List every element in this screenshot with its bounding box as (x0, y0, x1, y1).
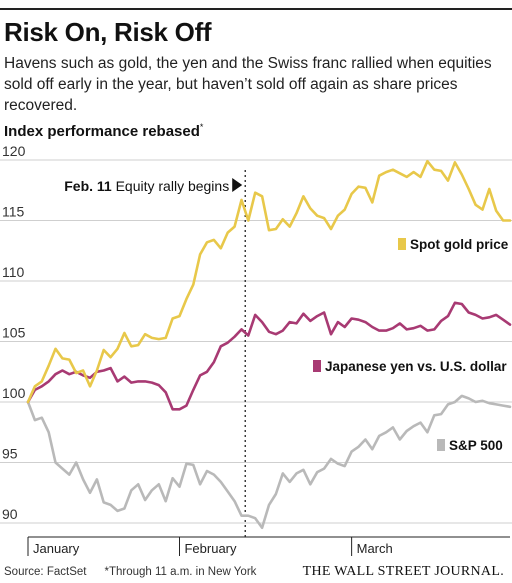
annotation-text: Equity rally begins (116, 178, 230, 194)
annotation-label: Feb. 11 Equity rally begins (64, 178, 229, 194)
footnote-text: *Through 11 a.m. in New York (104, 566, 257, 578)
annotation-arrow (232, 178, 243, 192)
legend-bg (434, 436, 510, 456)
y-tick-labels: 90 95 100 105 110 115 120 (2, 143, 26, 522)
chart-label: Index performance rebased* (4, 122, 203, 140)
source-text: Source: FactSet (4, 566, 87, 578)
footer-source: Source: FactSet *Through 11 a.m. in New Y… (4, 566, 256, 578)
legend-label: Japanese yen vs. U.S. dollar (325, 359, 507, 374)
chart-label-text: Index performance rebased (4, 123, 200, 140)
legend-bg (310, 357, 510, 377)
annotation: Feb. 11 Equity rally begins (64, 170, 246, 537)
top-rule (0, 8, 512, 10)
legend-swatch (437, 439, 445, 451)
annotation-date: Feb. 11 (64, 178, 115, 194)
y-gridlines (0, 159, 512, 524)
series-line-japanese-yen-vs-u-s-dollar (26, 301, 512, 411)
y-tick-label: 95 (2, 446, 18, 462)
legend-swatch (313, 360, 321, 372)
y-tick-label: 115 (2, 204, 25, 220)
month-label: February (184, 541, 237, 556)
legend-label: Spot gold price (410, 237, 509, 252)
y-tick-label: 120 (2, 143, 26, 159)
publisher-brand: THE WALL STREET JOURNAL. (302, 564, 504, 579)
page-subtitle: Havens such as gold, the yen and the Swi… (4, 55, 492, 114)
series-line-spot-gold-price (26, 159, 512, 404)
y-tick-label: 100 (2, 385, 26, 401)
y-tick-label: 110 (2, 264, 25, 280)
y-tick-label: 90 (2, 506, 18, 522)
legend-label: S&P 500 (449, 438, 503, 453)
month-label: March (357, 541, 393, 556)
legend-item: Spot gold price (395, 235, 510, 255)
series-lines (26, 159, 512, 530)
legend-swatch (398, 238, 406, 250)
chart-label-footnote-mark: * (199, 122, 204, 132)
y-tick-label: 105 (2, 325, 26, 341)
legend-bg (395, 235, 510, 255)
month-label: January (33, 541, 80, 556)
page-title: Risk On, Risk Off (4, 17, 212, 47)
x-axis: January February March (27, 536, 510, 556)
legend: Spot gold price Japanese yen vs. U.S. dol… (310, 235, 510, 456)
legend-item: S&P 500 (434, 436, 510, 456)
series-line-s-p-500 (26, 394, 512, 530)
legend-item: Japanese yen vs. U.S. dollar (310, 357, 510, 377)
